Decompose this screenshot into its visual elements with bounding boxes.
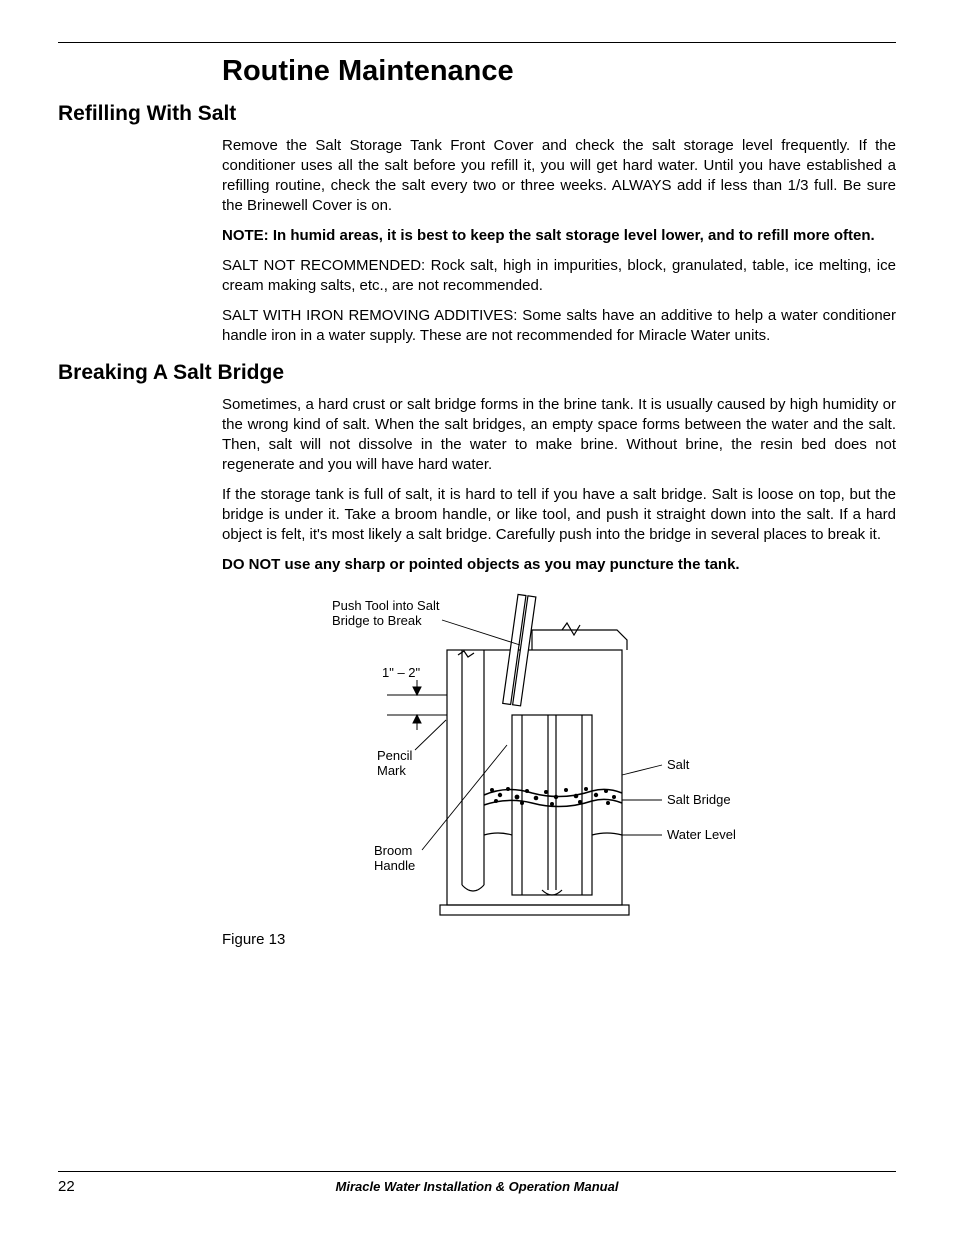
section-refilling-title: Refilling With Salt	[58, 102, 896, 126]
page-footer: 22 Miracle Water Installation & Operatio…	[58, 1171, 896, 1195]
footer-title: Miracle Water Installation & Operation M…	[58, 1179, 896, 1194]
label-push-tool-1: Push Tool into Salt	[332, 598, 440, 613]
para: Remove the Salt Storage Tank Front Cover…	[222, 136, 896, 216]
section-refilling-body: Remove the Salt Storage Tank Front Cover…	[222, 136, 896, 345]
salt-bridge-diagram: Push Tool into Salt Bridge to Break 1" –…	[222, 585, 742, 925]
note: NOTE: In humid areas, it is best to keep…	[222, 226, 896, 246]
label-water-level: Water Level	[667, 827, 736, 842]
figure-13: Push Tool into Salt Bridge to Break 1" –…	[222, 585, 896, 948]
para: SALT WITH IRON REMOVING ADDITIVES: Some …	[222, 306, 896, 346]
para: If the storage tank is full of salt, it …	[222, 485, 896, 545]
warning: DO NOT use any sharp or pointed objects …	[222, 555, 896, 575]
para: SALT NOT RECOMMENDED: Rock salt, high in…	[222, 256, 896, 296]
label-broom-2: Handle	[374, 858, 415, 873]
label-inch-range: 1" – 2"	[382, 665, 421, 680]
section-saltbridge-body: Sometimes, a hard crust or salt bridge f…	[222, 395, 896, 575]
top-rule	[58, 42, 896, 43]
para: Sometimes, a hard crust or salt bridge f…	[222, 395, 896, 475]
figure-caption: Figure 13	[222, 931, 896, 948]
label-salt-bridge: Salt Bridge	[667, 792, 731, 807]
label-pencil-2: Mark	[377, 763, 406, 778]
label-broom-1: Broom	[374, 843, 412, 858]
label-pencil-1: Pencil	[377, 748, 413, 763]
section-saltbridge-title: Breaking A Salt Bridge	[58, 361, 896, 385]
label-push-tool-2: Bridge to Break	[332, 613, 422, 628]
main-title: Routine Maintenance	[222, 55, 896, 88]
label-salt: Salt	[667, 757, 690, 772]
